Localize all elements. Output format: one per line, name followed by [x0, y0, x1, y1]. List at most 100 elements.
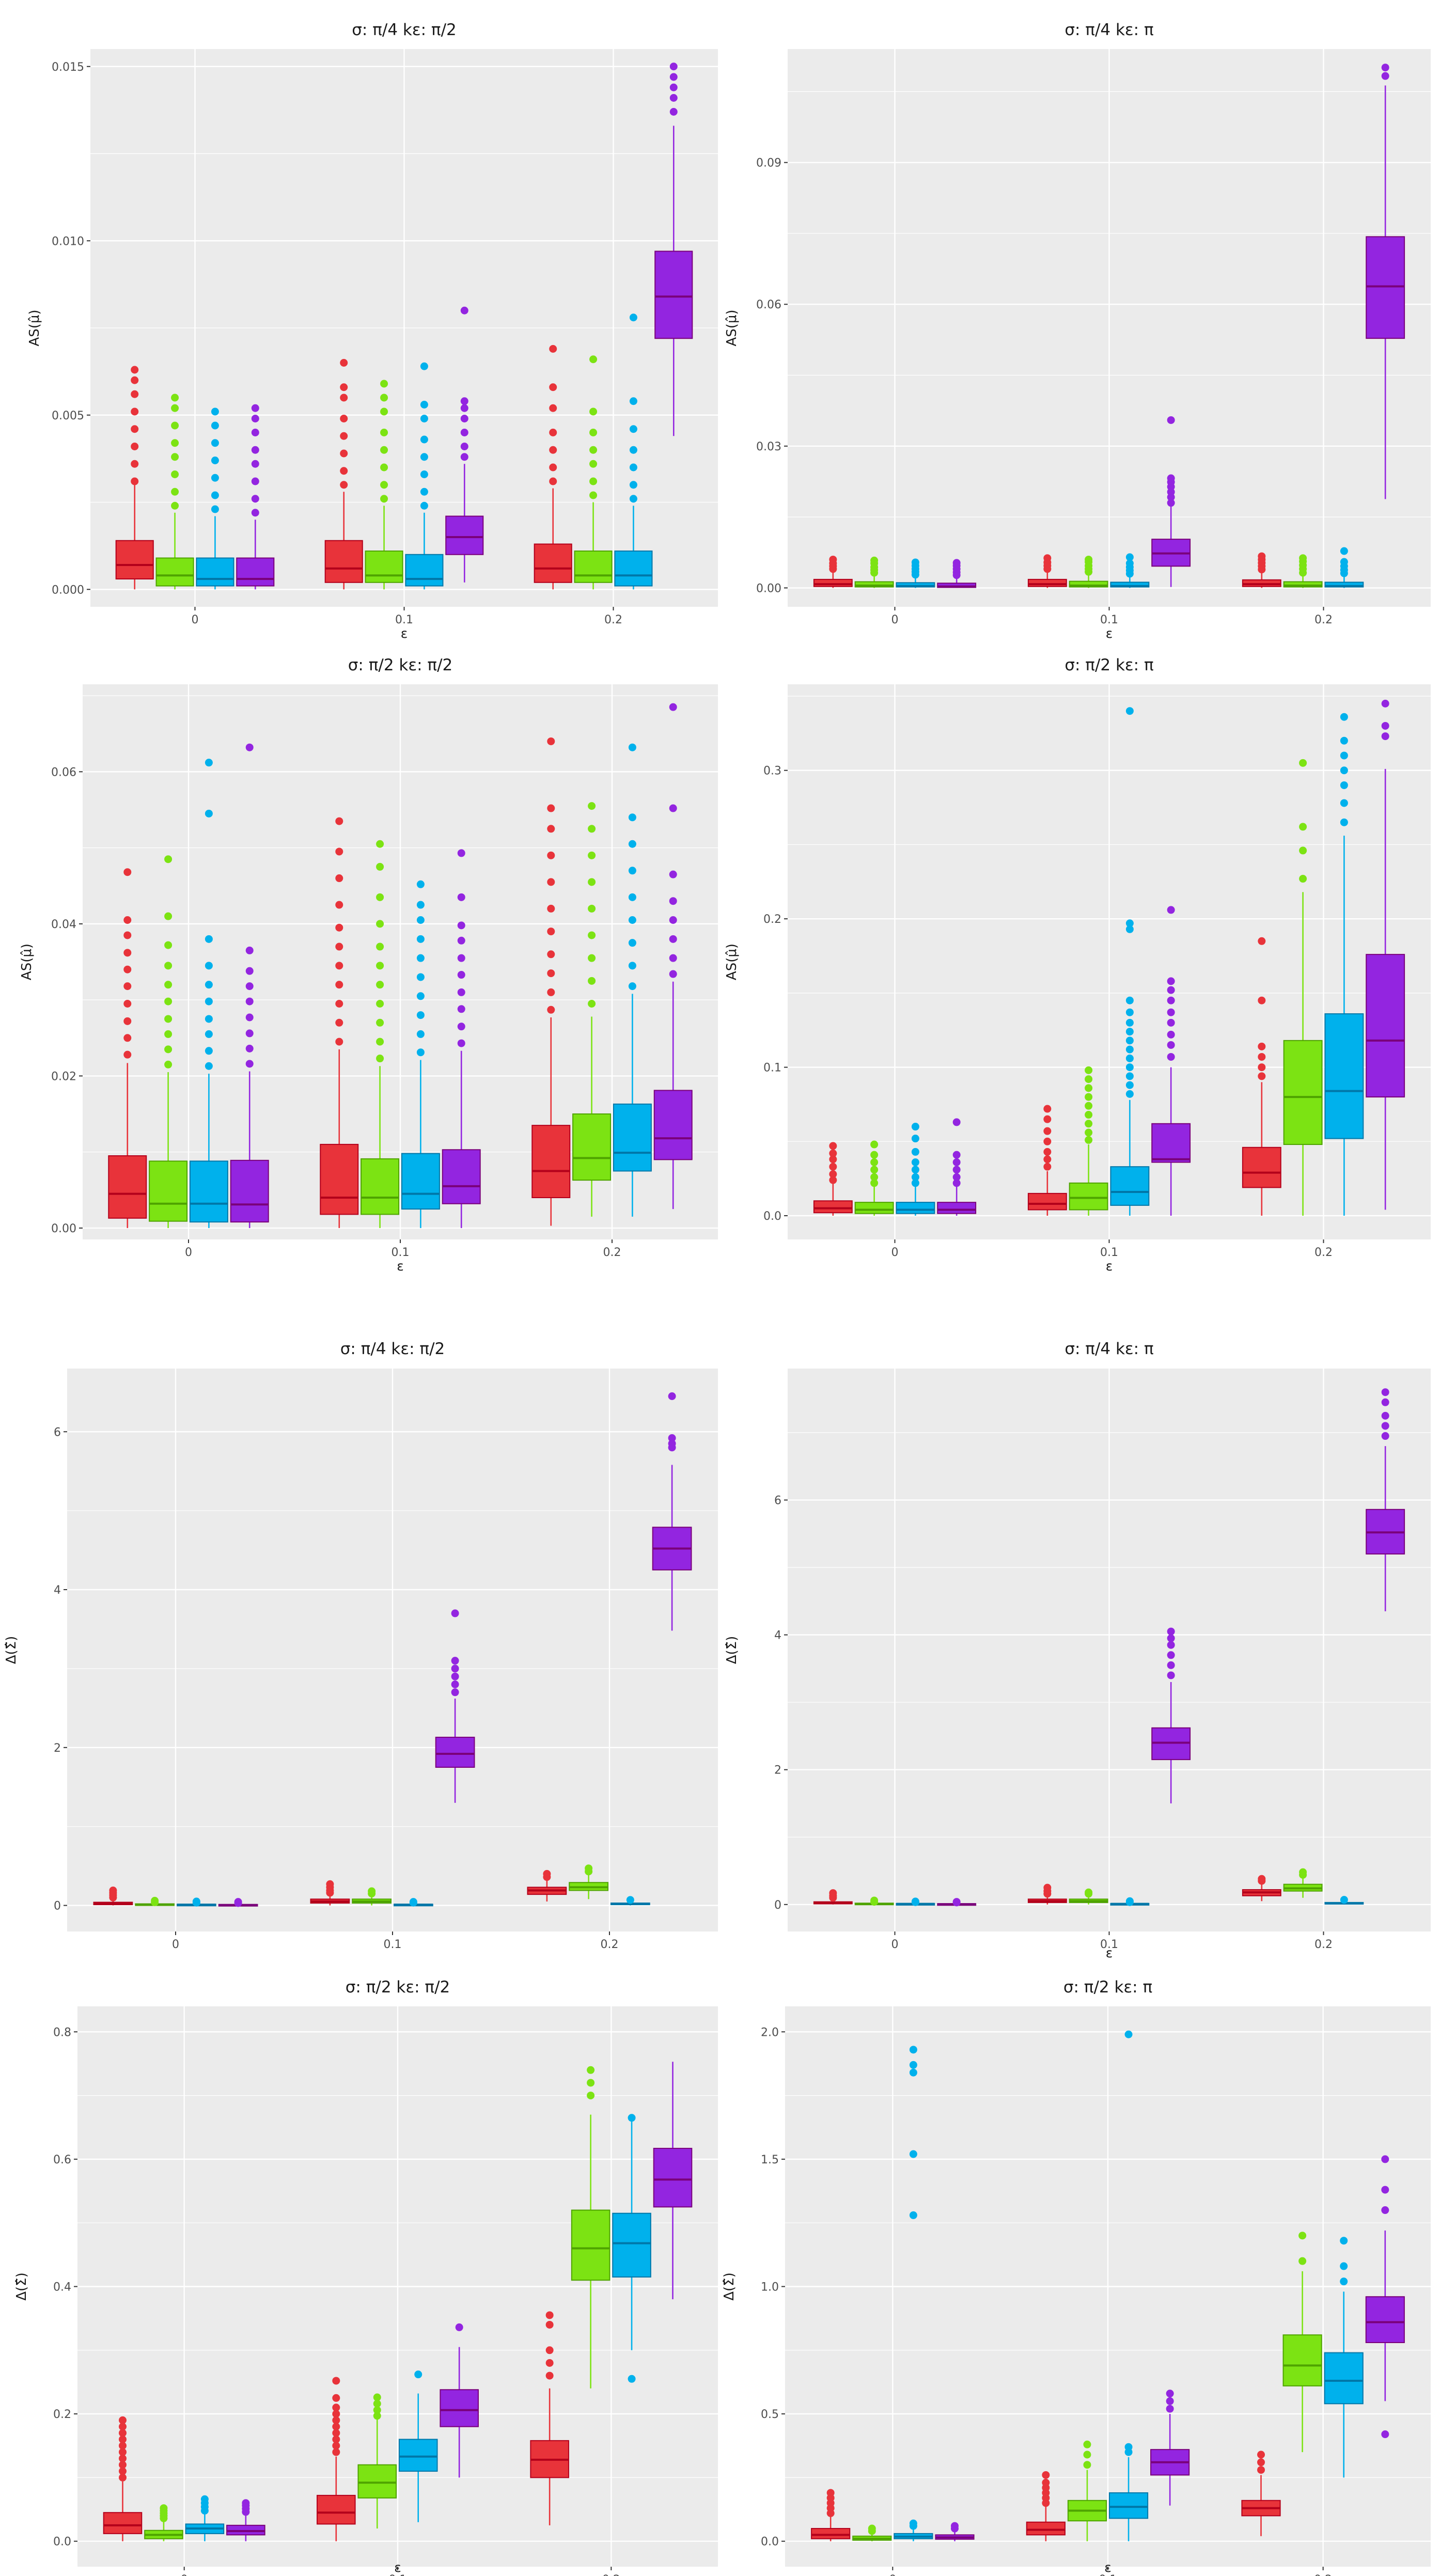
outlier-point: [549, 463, 557, 472]
outlier-point: [870, 1151, 879, 1159]
box-series-3-eps-0: [185, 2495, 225, 2541]
outlier-point: [457, 936, 465, 945]
outlier-point: [628, 840, 636, 848]
outlier-point: [420, 488, 428, 496]
outlier-point: [1043, 1163, 1052, 1171]
outlier-point: [380, 495, 388, 503]
box-iqr: [1282, 2334, 1322, 2386]
outlier-point: [1381, 699, 1389, 708]
outlier-point: [376, 1018, 384, 1027]
outlier-point: [457, 1005, 465, 1013]
box-series-3-eps-0.1: [398, 2370, 438, 2522]
outlier-point: [1258, 996, 1266, 1004]
outlier-point: [1167, 1041, 1175, 1049]
outlier-point: [950, 2522, 959, 2530]
y-axis-label: Δ(Σ̂): [14, 2272, 29, 2301]
outlier-point: [245, 1060, 254, 1068]
outlier-point: [373, 2399, 381, 2408]
outlier-point: [460, 429, 468, 436]
y-tick-label: 0.4: [53, 2281, 71, 2294]
outlier-point: [1381, 64, 1389, 72]
outlier-point: [626, 1896, 634, 1904]
box-iqr: [653, 2147, 693, 2208]
outlier-point: [131, 366, 139, 374]
box-series-1-eps-0.1: [1027, 1883, 1067, 1905]
chart-panel-7: 0.0 0.2 0.4 0.6 0.8 0 0.1 0.2 σ: π/2 kε: π/2 ε Δ(Σ…: [14, 1978, 718, 2576]
outlier-point: [628, 2114, 636, 2122]
box-series-4-eps-0: [236, 404, 275, 590]
box-series-4-eps-0.1: [1151, 906, 1191, 1216]
outlier-point: [1258, 1042, 1266, 1050]
y-tick-label: 0.8: [53, 2026, 71, 2039]
box-series-1-eps-0.1: [1027, 554, 1067, 588]
outlier-point: [1381, 732, 1389, 741]
outlier-point: [380, 380, 388, 388]
outlier-point: [460, 443, 468, 450]
outlier-point: [376, 999, 384, 1008]
x-axis-label: ε: [1104, 2560, 1111, 2575]
outlier-point: [332, 2448, 340, 2456]
outlier-point: [1167, 1641, 1175, 1649]
outlier-point: [460, 306, 468, 315]
outlier-point: [123, 999, 132, 1008]
outlier-point: [952, 1898, 961, 1906]
outlier-point: [420, 453, 428, 461]
box-iqr: [1027, 1192, 1067, 1211]
outlier-point: [451, 1657, 459, 1665]
y-axis-label: AS(μ̂): [724, 309, 740, 346]
box-series-4-eps-0: [937, 1898, 977, 1907]
outlier-point: [911, 1179, 919, 1187]
outlier-point: [420, 415, 428, 422]
box-series-1-eps-0.1: [310, 1880, 350, 1906]
box-iqr: [440, 2389, 479, 2427]
box-series-3-eps-0.2: [1324, 547, 1364, 588]
outlier-point: [245, 1013, 254, 1022]
outlier-point: [587, 2092, 595, 2100]
outlier-point: [123, 1034, 132, 1042]
chart-panel-8: 0.0 0.5 1.0 1.5 2.0 0 0.1 0.2 σ: π/2 kε: π ε Δ(Σ̂): [722, 1978, 1431, 2576]
x-tick-label: 0.2: [1314, 1246, 1333, 1259]
outlier-point: [205, 759, 213, 767]
box-series-1-eps-0.1: [317, 2377, 356, 2541]
box-series-2-eps-0: [155, 394, 194, 590]
box-iqr: [654, 250, 693, 339]
box-iqr: [317, 2494, 356, 2525]
x-tick-label: 0: [891, 614, 899, 626]
outlier-point: [335, 943, 343, 951]
outlier-point: [335, 981, 343, 989]
outlier-point: [118, 2429, 127, 2437]
outlier-point: [245, 997, 254, 1006]
box-iqr: [324, 540, 363, 583]
box-series-1-eps-0.2: [531, 737, 571, 1226]
outlier-point: [164, 941, 173, 949]
box-iqr: [108, 1155, 147, 1219]
outlier-point: [451, 1664, 459, 1673]
outlier-point: [335, 962, 343, 970]
outlier-point: [1381, 2155, 1389, 2163]
outlier-point: [420, 435, 428, 444]
outlier-point: [1381, 72, 1389, 80]
outlier-point: [211, 439, 219, 447]
outlier-point: [455, 2323, 463, 2331]
box-iqr: [811, 2528, 851, 2539]
outlier-point: [628, 743, 636, 751]
box-series-1-eps-0.2: [1242, 552, 1281, 588]
box-series-2-eps-0.1: [1069, 1888, 1108, 1905]
x-tick-label: 0.1: [384, 1938, 402, 1951]
box-series-4-eps-0.1: [1151, 416, 1191, 587]
outlier-point: [335, 901, 343, 909]
outlier-point: [545, 2311, 554, 2319]
outlier-point: [547, 825, 555, 833]
outlier-point: [628, 893, 636, 901]
outlier-point: [457, 1039, 465, 1047]
outlier-point: [668, 1392, 676, 1401]
outlier-point: [870, 1179, 879, 1187]
x-axis-label: ε: [401, 626, 408, 641]
outlier-point: [251, 477, 259, 485]
outlier-point: [628, 916, 636, 924]
box-iqr: [1027, 578, 1067, 587]
y-tick-label: 4: [774, 1629, 781, 1642]
y-tick-label: 0.005: [52, 410, 84, 422]
box-iqr: [1324, 2352, 1364, 2405]
box-series-4-eps-0.2: [652, 1392, 692, 1631]
